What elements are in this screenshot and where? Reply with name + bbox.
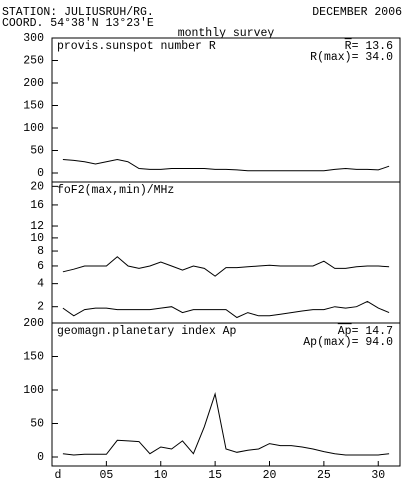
- y-tick-label: 10: [30, 232, 44, 245]
- annotation-symbol: R: [345, 40, 352, 53]
- y-tick-label: 150: [23, 100, 44, 113]
- annotation-text: = 14.7: [352, 325, 393, 338]
- y-tick-label: 0: [37, 451, 44, 464]
- coord: COORD. 54°38'N 13°23'E: [2, 17, 154, 30]
- x-tick-label: 25: [317, 469, 331, 480]
- y-tick-label: 8: [37, 245, 44, 258]
- panel-frame: [51, 322, 401, 467]
- y-tick-label: 300: [23, 32, 44, 45]
- x-tick-label: 30: [371, 469, 385, 480]
- x-tick-label: 05: [99, 469, 113, 480]
- panel-frame: [51, 181, 401, 324]
- subtitle: monthly survey: [178, 27, 275, 40]
- y-tick-label: 50: [30, 418, 44, 431]
- series-line: [62, 256, 390, 277]
- annotation-text: R(max)= 34.0: [310, 51, 393, 64]
- y-tick-label: 4: [37, 278, 44, 291]
- annotation-symbol: Ap: [338, 325, 352, 338]
- annotation: Ap= 14.7: [338, 325, 393, 338]
- panel-title: foF2(max,min)/MHz: [57, 184, 174, 197]
- series-line: [62, 392, 390, 456]
- y-tick-label: 20: [30, 180, 44, 193]
- x-tick-label: 20: [263, 469, 277, 480]
- y-tick-label: 2: [37, 301, 44, 314]
- series-line: [62, 300, 390, 319]
- x-axis-label: d: [55, 469, 62, 480]
- panel-title: geomagn.planetary index Ap: [57, 325, 237, 338]
- x-tick-label: 10: [154, 469, 168, 480]
- annotation: Ap(max)= 94.0: [303, 336, 393, 349]
- y-tick-label: 50: [30, 145, 44, 158]
- annotation-text: Ap(max)= 94.0: [303, 336, 393, 349]
- y-tick-label: 16: [30, 199, 44, 212]
- annotation-text: = 13.6: [352, 40, 394, 53]
- annotation: R(max)= 34.0: [310, 51, 393, 64]
- y-tick-label: 100: [23, 122, 44, 135]
- panel-title: provis.sunspot number R: [57, 40, 216, 53]
- station: STATION: JULIUSRUH/RG.: [2, 6, 154, 19]
- x-tick-label: 15: [208, 469, 222, 480]
- y-tick-label: 0: [37, 167, 44, 180]
- date: DECEMBER 2006: [312, 6, 402, 19]
- y-tick-label: 6: [37, 260, 44, 273]
- y-tick-label: 250: [23, 55, 44, 68]
- annotation: R= 13.6: [345, 40, 393, 53]
- y-tick-label: 12: [30, 220, 44, 233]
- y-tick-label: 150: [23, 351, 44, 364]
- series-line: [62, 158, 390, 172]
- y-tick-label: 200: [23, 317, 44, 330]
- y-tick-label: 100: [23, 384, 44, 397]
- y-tick-label: 200: [23, 77, 44, 90]
